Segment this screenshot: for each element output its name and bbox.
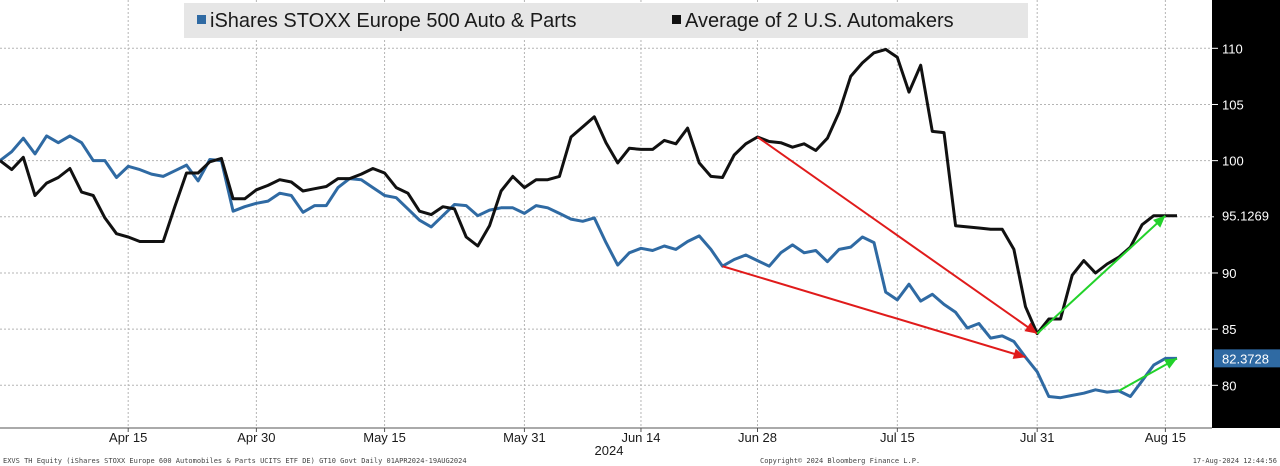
annotation-arrowhead-2: [1153, 215, 1166, 228]
end-value-label-1: 95.1269: [1222, 209, 1269, 224]
x-tick-label: May 15: [363, 430, 406, 445]
end-value-label-bg-0: [1214, 349, 1280, 368]
legend-label-us: Average of 2 U.S. Automakers: [685, 10, 954, 32]
end-value-labels: 82.3728 95.1269: [1214, 206, 1280, 368]
y-tick-label: 100: [1222, 154, 1244, 169]
x-tick-label: Apr 30: [237, 430, 275, 445]
legend-label-europe: iShares STOXX Europe 500 Auto & Parts: [210, 10, 577, 32]
plot-background: [0, 0, 1212, 428]
x-tick-label: Jul 15: [880, 430, 915, 445]
legend-swatch-europe: [197, 15, 206, 24]
annotation-arrow-1: [722, 265, 1026, 359]
series-line-0: [0, 134, 1177, 400]
x-tick-label: Jun 28: [738, 430, 777, 445]
y-tick-label: 80: [1222, 378, 1236, 393]
y-tick-label: 85: [1222, 322, 1236, 337]
annotation-layer: [722, 136, 1178, 392]
y-tick-label: 105: [1222, 97, 1244, 112]
footer-timestamp: 17-Aug-2024 12:44:56: [1193, 457, 1277, 465]
end-value-label-0: 82.3728: [1222, 351, 1269, 366]
grid: [0, 0, 1212, 428]
annotation-arrowhead-1: [1012, 348, 1026, 359]
x-tick-label: Aug 15: [1145, 430, 1186, 445]
series-layer: [0, 47, 1177, 400]
x-axis-ticks: Apr 15 Apr 30 May 15 May 31 Jun 14 Jun 28 Jul …: [109, 428, 1186, 445]
legend-background: [184, 3, 1028, 38]
legend: iShares STOXX Europe 500 Auto & Parts Av…: [184, 3, 1028, 38]
x-tick-label: Jul 31: [1020, 430, 1055, 445]
annotation-arrowhead-3: [1164, 358, 1178, 369]
series-line-1: [0, 47, 1177, 336]
annotation-arrow-2: [1036, 214, 1167, 335]
x-axis-year-label: 2024: [595, 443, 624, 458]
y-tick-label: 110: [1222, 41, 1243, 56]
legend-swatch-us: [672, 15, 681, 24]
y-tick-label: 90: [1222, 266, 1236, 281]
footer-source: EXVS TH Equity (iShares STOXX Europe 600…: [3, 457, 467, 465]
x-tick-label: Apr 15: [109, 430, 147, 445]
end-value-label-bg-1: [1214, 206, 1280, 225]
footer-copyright: Copyright© 2024 Bloomberg Finance L.P.: [760, 457, 920, 465]
annotation-arrow-0: [756, 136, 1038, 335]
x-tick-label: Jun 14: [621, 430, 660, 445]
x-tick-label: May 31: [503, 430, 546, 445]
annotation-arrowhead-0: [1024, 322, 1038, 334]
